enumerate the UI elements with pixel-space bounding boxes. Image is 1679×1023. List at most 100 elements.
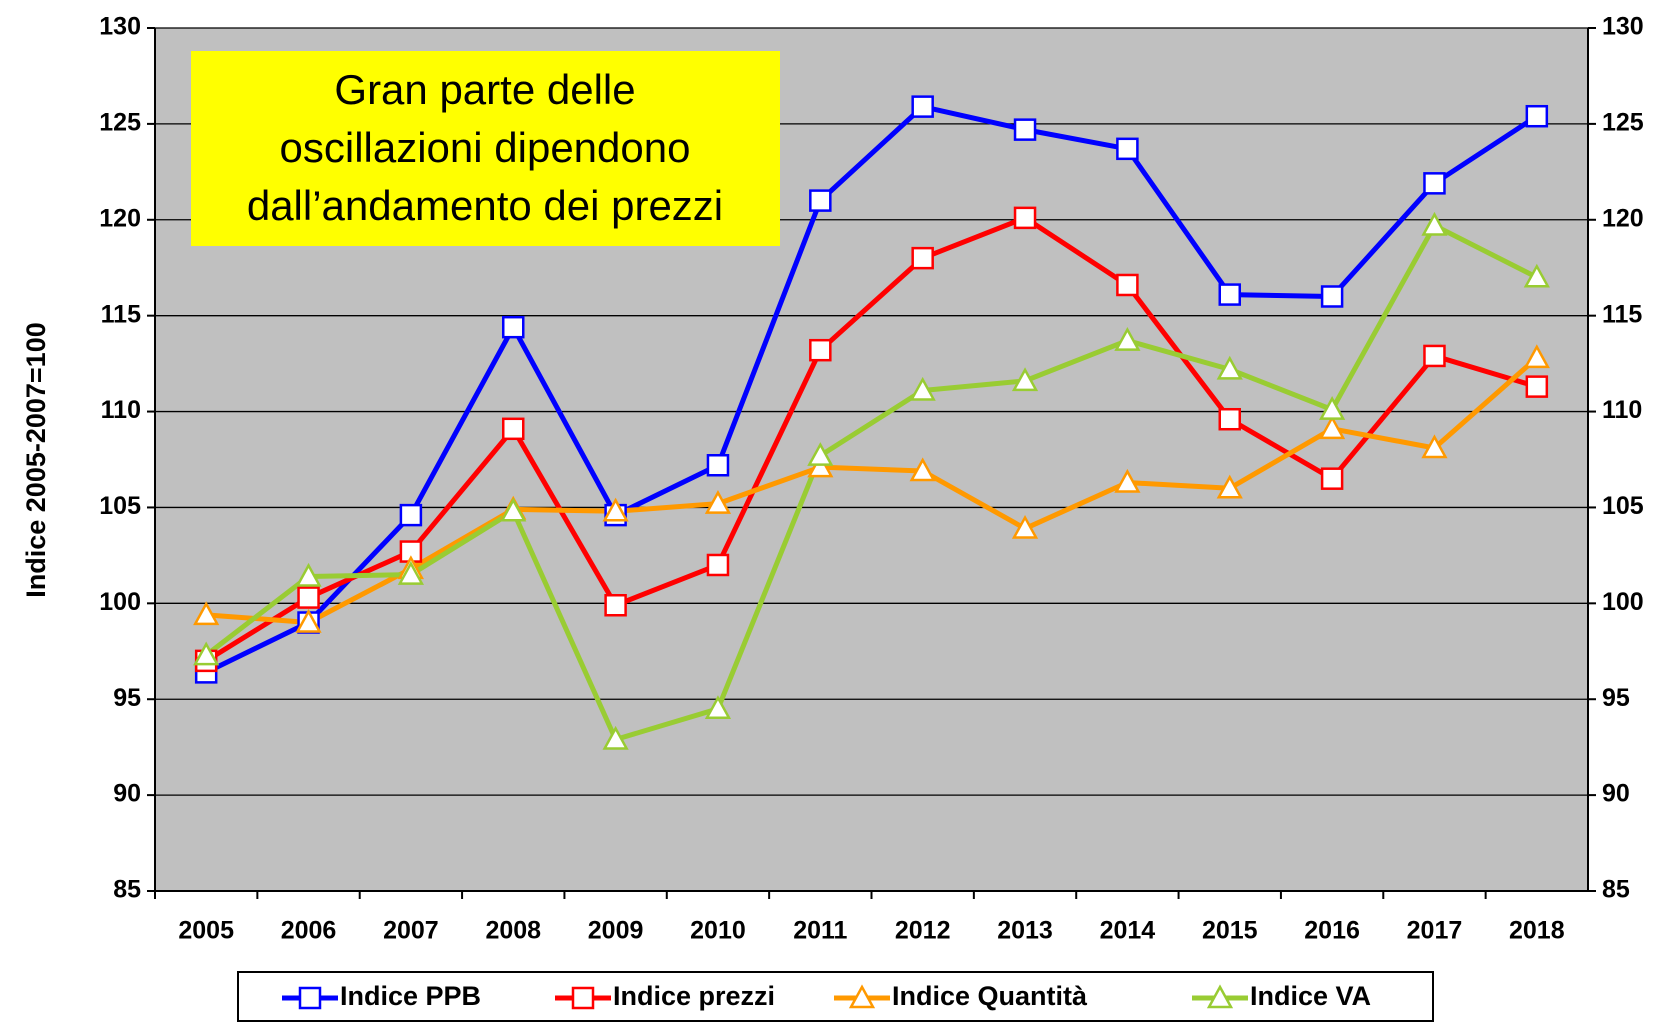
x-tick-label: 2016 [1304, 917, 1360, 945]
x-tick-label: 2007 [383, 917, 439, 945]
series-line [204, 215, 1538, 663]
y-tick-label: 90 [113, 780, 141, 808]
marker [1421, 211, 1448, 236]
y2-tick-label: 90 [1602, 780, 1630, 808]
marker [1318, 396, 1346, 420]
marker [399, 503, 423, 527]
marker [193, 641, 220, 666]
marker [295, 608, 322, 633]
marker [807, 442, 834, 466]
marker [1525, 375, 1549, 398]
marker [1114, 327, 1141, 351]
marker [1216, 355, 1243, 380]
x-tick-label: 2005 [178, 917, 234, 945]
y2-tick-label: 110 [1602, 396, 1642, 424]
marker [704, 490, 732, 514]
marker [602, 497, 629, 522]
y-tick-label: 110 [101, 396, 141, 424]
legend-label: Indice Quantità [892, 981, 1088, 1011]
y2-tick-label: 85 [1602, 876, 1630, 904]
series-line [204, 223, 1538, 742]
y-tick-label: 130 [99, 13, 141, 41]
marker [397, 560, 425, 585]
y-tick-label: 100 [99, 588, 141, 616]
annotation-text: Gran parte delle [334, 66, 635, 113]
x-tick-label: 2011 [793, 917, 847, 945]
marker [848, 984, 876, 1009]
marker [571, 986, 595, 1010]
marker [1206, 984, 1234, 1009]
marker [502, 315, 525, 339]
y2-tick-label: 125 [1602, 108, 1644, 136]
marker [809, 189, 832, 212]
x-tick-label: 2014 [1100, 917, 1156, 945]
marker [193, 601, 220, 626]
y-tick-label: 95 [113, 684, 141, 712]
series-line [205, 355, 1539, 626]
marker [1011, 514, 1039, 539]
marker [502, 417, 525, 441]
legend-label: Indice PPB [340, 981, 481, 1011]
x-tick-label: 2017 [1407, 917, 1463, 945]
y2-tick-label: 95 [1602, 684, 1630, 712]
y2-tick-label: 115 [1602, 300, 1642, 328]
y-tick-label: 120 [99, 204, 141, 232]
marker [909, 457, 936, 482]
marker [1114, 468, 1141, 493]
marker [1423, 172, 1446, 195]
annotation-text: oscillazioni dipendono [280, 124, 691, 171]
y2-tick-label: 105 [1602, 492, 1644, 520]
marker [1523, 263, 1550, 288]
marker [1218, 283, 1241, 306]
y-tick-label: 85 [113, 876, 141, 904]
marker [1011, 367, 1039, 392]
annotation-box [191, 51, 780, 246]
marker [809, 338, 832, 362]
marker [706, 454, 730, 477]
y-tick-label: 125 [99, 108, 141, 136]
marker [602, 725, 629, 750]
marker [1525, 104, 1549, 128]
marker [1523, 344, 1550, 369]
marker [295, 562, 322, 587]
y-tick-label: 105 [99, 492, 141, 520]
y-tick-label: 115 [101, 300, 141, 328]
annotation-text: dall’andamento dei prezzi [247, 182, 723, 229]
y2-tick-label: 120 [1602, 204, 1644, 232]
marker [911, 246, 934, 270]
x-tick-label: 2010 [690, 917, 746, 945]
legend-label: Indice VA [1250, 981, 1371, 1011]
marker [909, 376, 936, 401]
marker [1320, 467, 1344, 490]
y2-tick-label: 130 [1602, 13, 1644, 41]
marker [604, 594, 627, 617]
x-tick-label: 2009 [588, 917, 644, 945]
marker [807, 453, 834, 478]
marker [1013, 118, 1037, 141]
y2-tick-label: 100 [1602, 588, 1644, 616]
marker [1216, 474, 1243, 499]
marker [1013, 206, 1037, 230]
legend-entry: Indice prezzi [555, 981, 775, 1011]
marker [1421, 434, 1448, 459]
x-tick-label: 2006 [281, 917, 337, 945]
marker [1320, 285, 1344, 308]
marker [1116, 137, 1139, 161]
marker [1116, 273, 1139, 297]
marker [298, 986, 322, 1010]
marker [706, 553, 730, 577]
legend-entry: Indice VA [1192, 981, 1371, 1011]
x-tick-label: 2012 [895, 917, 951, 945]
marker [1423, 344, 1446, 368]
x-tick-label: 2018 [1509, 917, 1565, 945]
marker [704, 695, 732, 720]
legend-entry: Indice PPB [282, 981, 481, 1011]
x-tick-label: 2013 [997, 917, 1053, 945]
legend-entry: Indice Quantità [834, 981, 1088, 1011]
x-tick-label: 2008 [485, 917, 541, 945]
x-tick-label: 2015 [1202, 917, 1258, 945]
y-axis-label: Indice 2005-2007=100 [21, 322, 51, 597]
marker [911, 95, 934, 118]
marker [1218, 407, 1241, 431]
